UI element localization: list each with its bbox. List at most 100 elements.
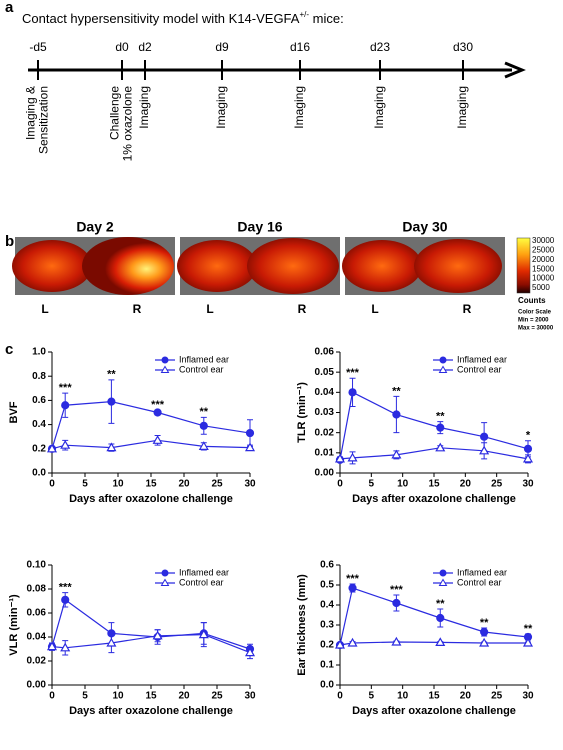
image-blob bbox=[177, 240, 257, 292]
timeline-event: Challenge bbox=[108, 86, 122, 140]
data-point bbox=[153, 408, 162, 417]
x-tick-label: 20 bbox=[178, 691, 190, 702]
data-point bbox=[480, 432, 489, 441]
data-point bbox=[199, 421, 208, 430]
timeline-day: d2 bbox=[138, 40, 152, 54]
series-line bbox=[51, 439, 251, 450]
timeline-event: Sensitization bbox=[37, 86, 51, 154]
y-tick-label: 0.5 bbox=[320, 580, 334, 591]
x-axis-label: Days after oxazolone challenge bbox=[352, 705, 516, 717]
y-axis-label: VLR (min⁻¹) bbox=[8, 594, 20, 656]
x-tick-label: 20 bbox=[178, 479, 190, 490]
image-title: Day 30 bbox=[402, 219, 447, 235]
timeline-event: Imaging bbox=[292, 86, 306, 129]
y-tick-label: 0.3 bbox=[320, 620, 334, 631]
data-point bbox=[334, 639, 346, 649]
data-point bbox=[392, 598, 401, 608]
x-tick-label: 0 bbox=[49, 691, 55, 702]
y-tick-label: 0.00 bbox=[315, 468, 335, 479]
legend-label: Inflamed ear bbox=[457, 354, 507, 364]
data-point bbox=[244, 647, 256, 657]
data-point bbox=[347, 452, 358, 462]
data-point bbox=[522, 637, 534, 647]
y-tick-label: 0.03 bbox=[315, 407, 335, 418]
legend-label: Inflamed ear bbox=[457, 567, 507, 577]
data-point bbox=[198, 629, 209, 639]
legend-label: Inflamed ear bbox=[179, 567, 229, 577]
data-point bbox=[391, 449, 402, 459]
x-tick-label: 20 bbox=[460, 691, 472, 702]
y-tick-label: 0.00 bbox=[27, 680, 47, 691]
series-line bbox=[51, 598, 251, 650]
x-axis-label: Days after oxazolone challenge bbox=[69, 705, 233, 717]
data-point bbox=[334, 453, 346, 463]
timeline-day: d0 bbox=[115, 40, 129, 54]
data-point bbox=[436, 423, 445, 432]
data-point bbox=[348, 583, 357, 593]
x-tick-label: 15 bbox=[145, 691, 157, 702]
data-point bbox=[479, 637, 490, 647]
legend-label: Control ear bbox=[179, 577, 224, 587]
y-tick-label: 0.2 bbox=[32, 443, 46, 454]
data-point bbox=[60, 642, 71, 652]
x-tick-label: 10 bbox=[112, 479, 124, 490]
timeline-event: Imaging & bbox=[24, 86, 38, 140]
image-title: Day 2 bbox=[76, 219, 114, 235]
side-label: L bbox=[41, 302, 48, 316]
significance: ** bbox=[524, 623, 533, 635]
x-tick-label: 10 bbox=[112, 691, 124, 702]
x-tick-label: 30 bbox=[522, 691, 534, 702]
image-blob bbox=[342, 240, 422, 292]
x-tick-label: 25 bbox=[211, 479, 223, 490]
x-tick-label: 10 bbox=[397, 691, 409, 702]
data-point bbox=[436, 613, 445, 623]
x-tick-label: 15 bbox=[145, 479, 157, 490]
y-tick-label: 0.06 bbox=[315, 347, 335, 358]
side-label: L bbox=[371, 302, 378, 316]
timeline-day: -d5 bbox=[29, 40, 47, 54]
x-tick-label: 25 bbox=[491, 691, 503, 702]
legend-marker bbox=[161, 356, 169, 364]
significance: ** bbox=[392, 385, 401, 397]
x-axis-label: Days after oxazolone challenge bbox=[352, 493, 516, 505]
side-label: R bbox=[463, 302, 472, 316]
data-point bbox=[391, 636, 402, 646]
significance: *** bbox=[151, 399, 165, 411]
image-blob bbox=[414, 239, 502, 293]
data-point bbox=[392, 410, 401, 419]
data-point bbox=[435, 637, 446, 646]
image-blob bbox=[247, 238, 339, 294]
significance: * bbox=[526, 430, 531, 442]
significance: *** bbox=[390, 584, 404, 596]
y-tick-label: 0.0 bbox=[320, 680, 334, 691]
image-title: Day 16 bbox=[237, 219, 282, 235]
data-point bbox=[244, 442, 256, 452]
x-tick-label: 5 bbox=[369, 691, 375, 702]
data-point bbox=[198, 441, 209, 450]
timeline-day: d16 bbox=[290, 40, 310, 54]
y-axis-label: BVF bbox=[8, 401, 20, 423]
significance: ** bbox=[480, 617, 489, 629]
series-line bbox=[339, 391, 529, 461]
side-label: R bbox=[133, 302, 142, 316]
colorbar-title: Counts bbox=[518, 296, 546, 305]
significance: ** bbox=[107, 369, 116, 381]
panel-label: a bbox=[5, 0, 14, 16]
x-tick-label: 5 bbox=[82, 691, 88, 702]
legend-marker bbox=[160, 365, 170, 373]
x-axis-label: Days after oxazolone challenge bbox=[69, 493, 233, 505]
image-blob bbox=[82, 237, 174, 295]
y-tick-label: 0.6 bbox=[320, 560, 334, 571]
timeline-event: Imaging bbox=[214, 86, 228, 129]
y-tick-label: 0.01 bbox=[315, 447, 335, 458]
timeline-day: d9 bbox=[215, 40, 229, 54]
data-point bbox=[46, 641, 58, 651]
series-line bbox=[339, 587, 529, 646]
x-tick-label: 5 bbox=[369, 479, 375, 490]
data-point bbox=[107, 397, 116, 406]
y-tick-label: 0.08 bbox=[27, 584, 47, 595]
legend-label: Control ear bbox=[457, 364, 502, 374]
y-tick-label: 0.1 bbox=[320, 660, 334, 671]
y-tick-label: 0.06 bbox=[27, 608, 47, 619]
